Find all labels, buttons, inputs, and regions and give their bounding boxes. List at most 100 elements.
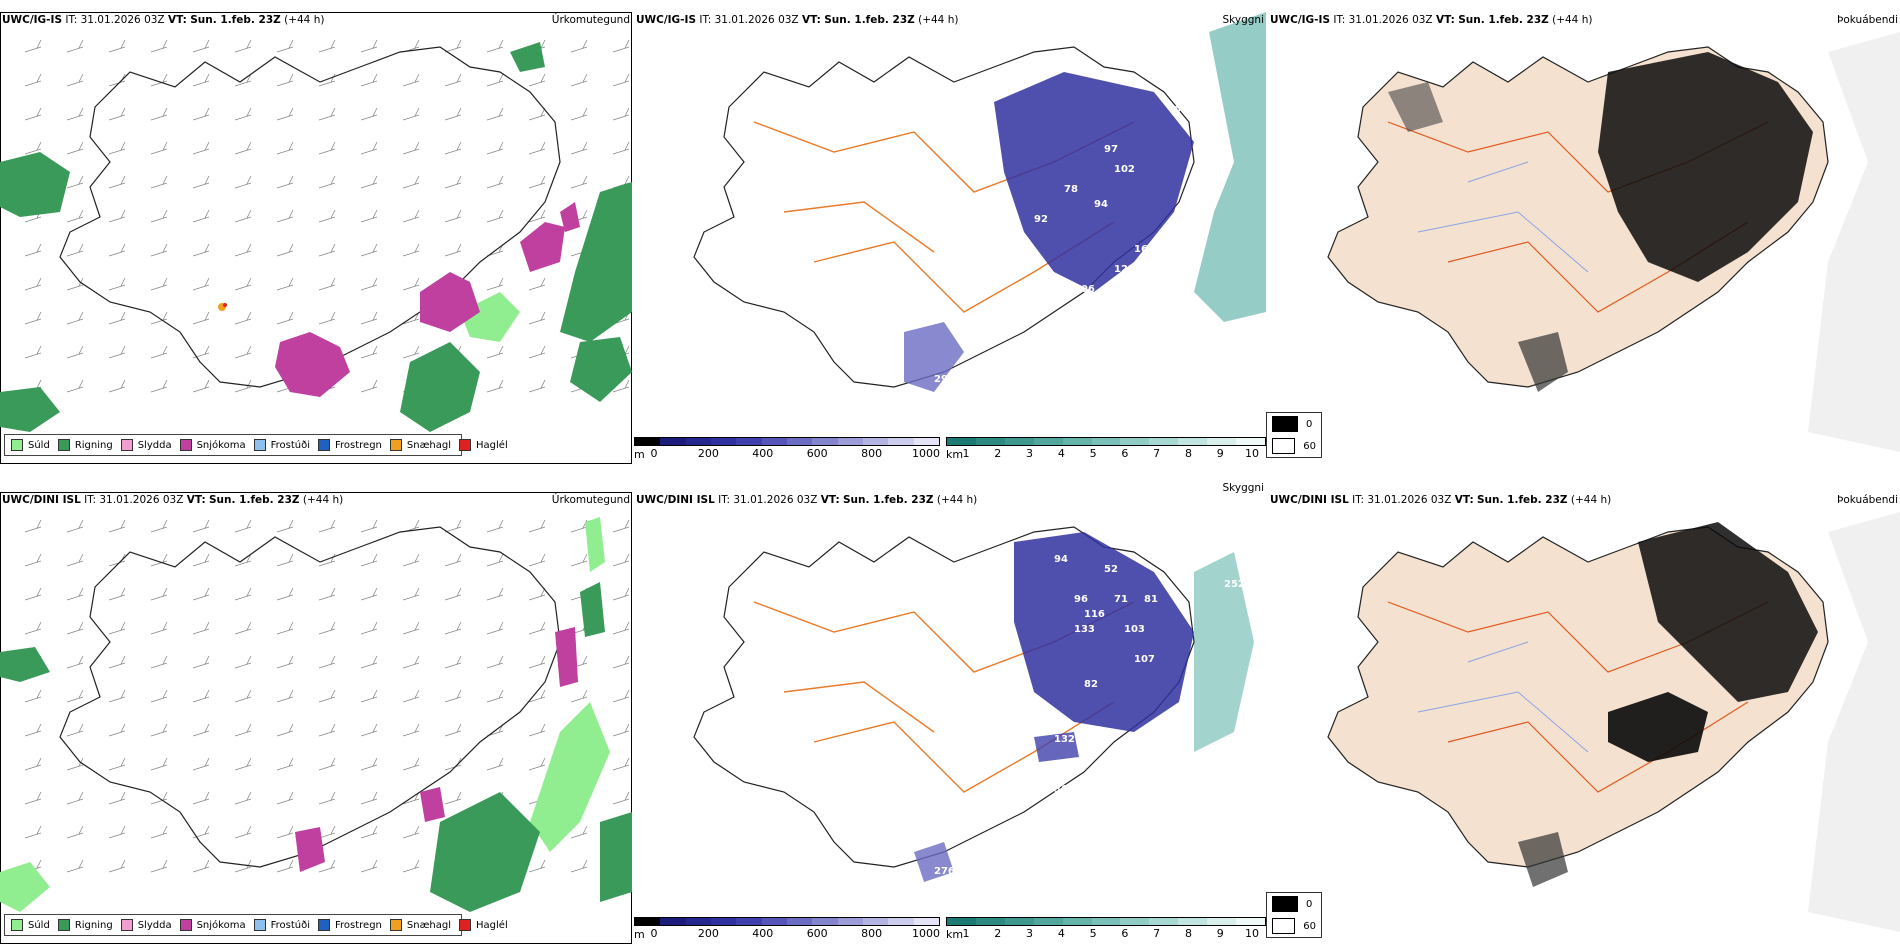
wind-barb bbox=[66, 141, 84, 155]
wind-barb bbox=[24, 39, 42, 53]
wind-barb bbox=[24, 757, 42, 771]
colorbar-ticks: 0 200 400 600 800 1000 bbox=[648, 926, 941, 940]
wind-barb bbox=[276, 689, 294, 703]
colorbar-cell bbox=[913, 918, 939, 925]
wind-barb bbox=[528, 655, 546, 669]
wind-barb bbox=[276, 277, 294, 291]
wind-barb bbox=[276, 791, 294, 805]
colorbar-cell bbox=[947, 438, 976, 445]
it-label: IT: bbox=[699, 14, 712, 26]
cloud-base-value: 132 bbox=[1054, 734, 1075, 745]
wind-barb bbox=[612, 723, 630, 737]
wind-barb bbox=[528, 277, 546, 291]
wind-barb bbox=[276, 723, 294, 737]
wind-barb bbox=[528, 311, 546, 325]
wind-barb bbox=[66, 859, 84, 873]
colorbar-cell bbox=[975, 918, 1005, 925]
wind-barb bbox=[318, 553, 336, 567]
wind-barb bbox=[528, 175, 546, 189]
wind-barb bbox=[66, 553, 84, 567]
wind-barb bbox=[276, 553, 294, 567]
field-name: Þokuábendi bbox=[1837, 14, 1898, 26]
cloud-base-value: 52 bbox=[1104, 564, 1118, 575]
legend-label: Snjókoma bbox=[196, 439, 246, 451]
wind-barb bbox=[150, 107, 168, 121]
precip-legend-item: Snæhagl bbox=[389, 919, 451, 931]
visibility-map-ig[interactable]: 62 97 102 78 94 92 136 163 123 306 136 298 21 UWC/IG… bbox=[634, 12, 1266, 464]
wind-barb bbox=[486, 587, 504, 601]
precip-legend-item: Haglél bbox=[459, 439, 508, 451]
wind-barb bbox=[108, 621, 126, 635]
colorbar-tick-label: 7 bbox=[1153, 927, 1161, 940]
lead-time: (+44 h) bbox=[936, 494, 978, 506]
colorbar-cell bbox=[1149, 438, 1179, 445]
wind-barb bbox=[24, 723, 42, 737]
cloud-base-value: 71 bbox=[1114, 594, 1128, 605]
fog-index-map-dini[interactable]: UWC/DINI ISL IT: 31.01.2026 03Z VT: Sun.… bbox=[1268, 492, 1900, 944]
vt-label: VT: bbox=[1454, 494, 1474, 506]
cloud-base-value: 136 bbox=[964, 334, 985, 345]
wind-barb bbox=[360, 73, 378, 87]
wind-barb bbox=[24, 689, 42, 703]
colorbar-cell bbox=[1091, 438, 1121, 445]
wind-barb bbox=[612, 553, 630, 567]
colorbar-tick-label: 2 bbox=[994, 927, 1002, 940]
fog-index-map-ig[interactable]: UWC/IG-IS IT: 31.01.2026 03Z VT: Sun. 1.… bbox=[1268, 12, 1900, 464]
colorbar-tick-label: 1 bbox=[962, 927, 970, 940]
fog-legend-swatch bbox=[1272, 416, 1298, 432]
legend-label: Haglél bbox=[476, 439, 508, 451]
wind-barb bbox=[234, 791, 252, 805]
wind-barb bbox=[108, 107, 126, 121]
wind-barb bbox=[108, 141, 126, 155]
legend-swatch bbox=[459, 919, 472, 931]
colorbar-cell bbox=[736, 918, 762, 925]
wind-barb bbox=[234, 859, 252, 873]
wind-barb bbox=[486, 73, 504, 87]
wind-barb bbox=[570, 553, 588, 567]
wind-barb bbox=[108, 689, 126, 703]
legend-label: Rigning bbox=[74, 919, 113, 931]
legend-swatch bbox=[11, 439, 23, 451]
precip-legend-item: Snæhagl bbox=[389, 439, 451, 451]
wind-barb bbox=[444, 621, 462, 635]
fog-legend: 0 60 bbox=[1266, 892, 1322, 938]
wind-barb bbox=[570, 141, 588, 155]
visibility-map-dini[interactable]: 28 94 52 96 116 71 81 133 103 107 252 82 132 361 276 U… bbox=[634, 482, 1266, 944]
wind-barb bbox=[150, 655, 168, 669]
precip-type-map-ig[interactable]: UWC/IG-IS IT: 31.01.2026 03Z VT: Sun. 1.… bbox=[0, 12, 632, 464]
cloud-base-value: 62 bbox=[1174, 104, 1188, 115]
wind-barb bbox=[234, 311, 252, 325]
colorbar-strip bbox=[634, 437, 940, 446]
wind-barb bbox=[276, 519, 294, 533]
colorbar-cell bbox=[1236, 918, 1265, 925]
wind-barb bbox=[360, 345, 378, 359]
wind-barb bbox=[318, 757, 336, 771]
cloud-base-value: 28 bbox=[1074, 514, 1088, 525]
colorbar-unit: m bbox=[634, 448, 645, 461]
precip-legend-item: Snjókoma bbox=[179, 919, 246, 931]
wind-barb bbox=[444, 553, 462, 567]
wind-barb bbox=[66, 519, 84, 533]
it-value: 31.01.2026 03Z bbox=[1348, 14, 1433, 26]
wind-barb bbox=[570, 825, 588, 839]
wind-barb bbox=[402, 621, 420, 635]
wind-barb bbox=[612, 757, 630, 771]
precip-type-map-dini[interactable]: UWC/DINI ISL IT: 31.01.2026 03Z VT: Sun.… bbox=[0, 492, 632, 944]
wind-barb bbox=[66, 243, 84, 257]
vt-value: Sun. 1.feb. 23Z bbox=[190, 14, 281, 26]
colorbar-tick-label: 800 bbox=[861, 927, 883, 940]
legend-label: Slydda bbox=[137, 439, 172, 451]
colorbar-cell bbox=[736, 438, 762, 445]
wind-barb bbox=[318, 39, 336, 53]
wind-barb bbox=[150, 73, 168, 87]
colorbar-cell bbox=[837, 438, 863, 445]
wind-barb bbox=[150, 553, 168, 567]
colorbar-cell bbox=[635, 438, 661, 445]
wind-barb bbox=[360, 141, 378, 155]
wind-barb bbox=[612, 73, 630, 87]
panel-title: UWC/DINI ISL IT: 31.01.2026 03Z VT: Sun.… bbox=[636, 494, 977, 506]
colorbar-cell bbox=[812, 918, 838, 925]
visibility-map-canvas: 28 94 52 96 116 71 81 133 103 107 252 82 132 361 276 bbox=[693, 514, 1254, 882]
wind-barb bbox=[486, 107, 504, 121]
wind-barb bbox=[612, 379, 630, 393]
